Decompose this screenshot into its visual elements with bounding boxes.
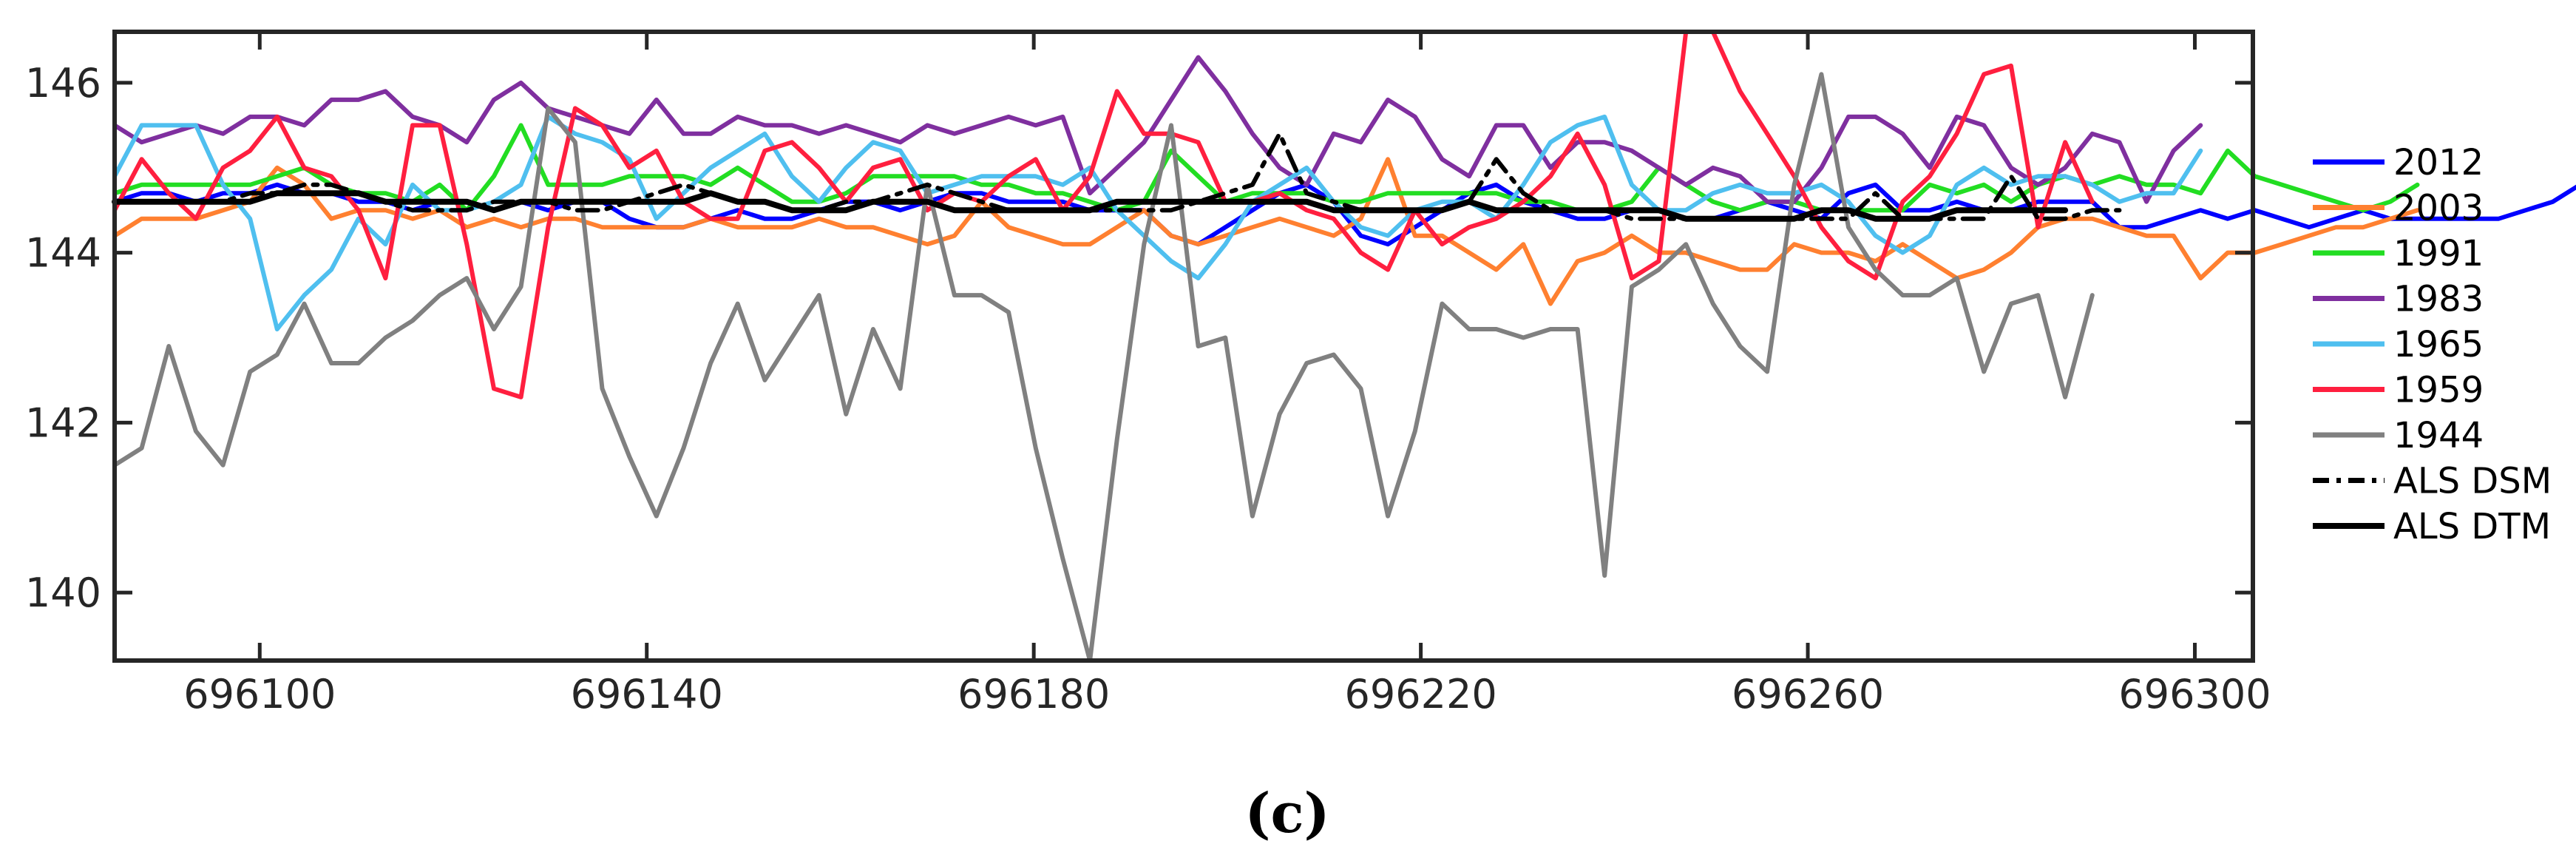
- y-tick-label: 144: [25, 230, 101, 277]
- legend-label-1965: 1965: [2393, 324, 2484, 365]
- y-tick-label: 140: [25, 570, 101, 616]
- legend-label-als-dsm: ALS DSM: [2393, 461, 2552, 502]
- series-line-1944: [112, 72, 2095, 663]
- x-tick-label: 696300: [2118, 671, 2271, 718]
- legend-label-2003: 2003: [2393, 188, 2484, 229]
- legend-label-1991: 1991: [2393, 233, 2484, 274]
- legend-label-als-dtm: ALS DTM: [2393, 506, 2551, 547]
- x-tick-label: 696220: [1345, 671, 1497, 718]
- legend-label-1959: 1959: [2393, 370, 2484, 411]
- series-line-1983: [112, 55, 2203, 204]
- y-tick-label: 142: [25, 399, 101, 446]
- series-line-2003: [112, 157, 2420, 306]
- y-tick-label: 146: [25, 60, 101, 107]
- figure-caption: (c): [1244, 782, 1329, 845]
- plot-frame: [112, 30, 2255, 663]
- ticks-layer: 696100 696140 696180 696220 696260 696300 140 1…: [25, 32, 2271, 718]
- x-tick-label: 696260: [1732, 671, 1884, 718]
- series-line-1959: [112, 30, 2095, 399]
- x-tick-label: 696100: [183, 671, 336, 718]
- series-line-als-dtm: [112, 190, 2069, 222]
- x-tick-label: 696180: [957, 671, 1110, 718]
- legend-label-1983: 1983: [2393, 279, 2484, 320]
- series-layer: [112, 30, 2576, 663]
- legend-label-2012: 2012: [2393, 142, 2484, 183]
- x-tick-label: 696140: [571, 671, 723, 718]
- legend-label-1944: 1944: [2393, 415, 2484, 456]
